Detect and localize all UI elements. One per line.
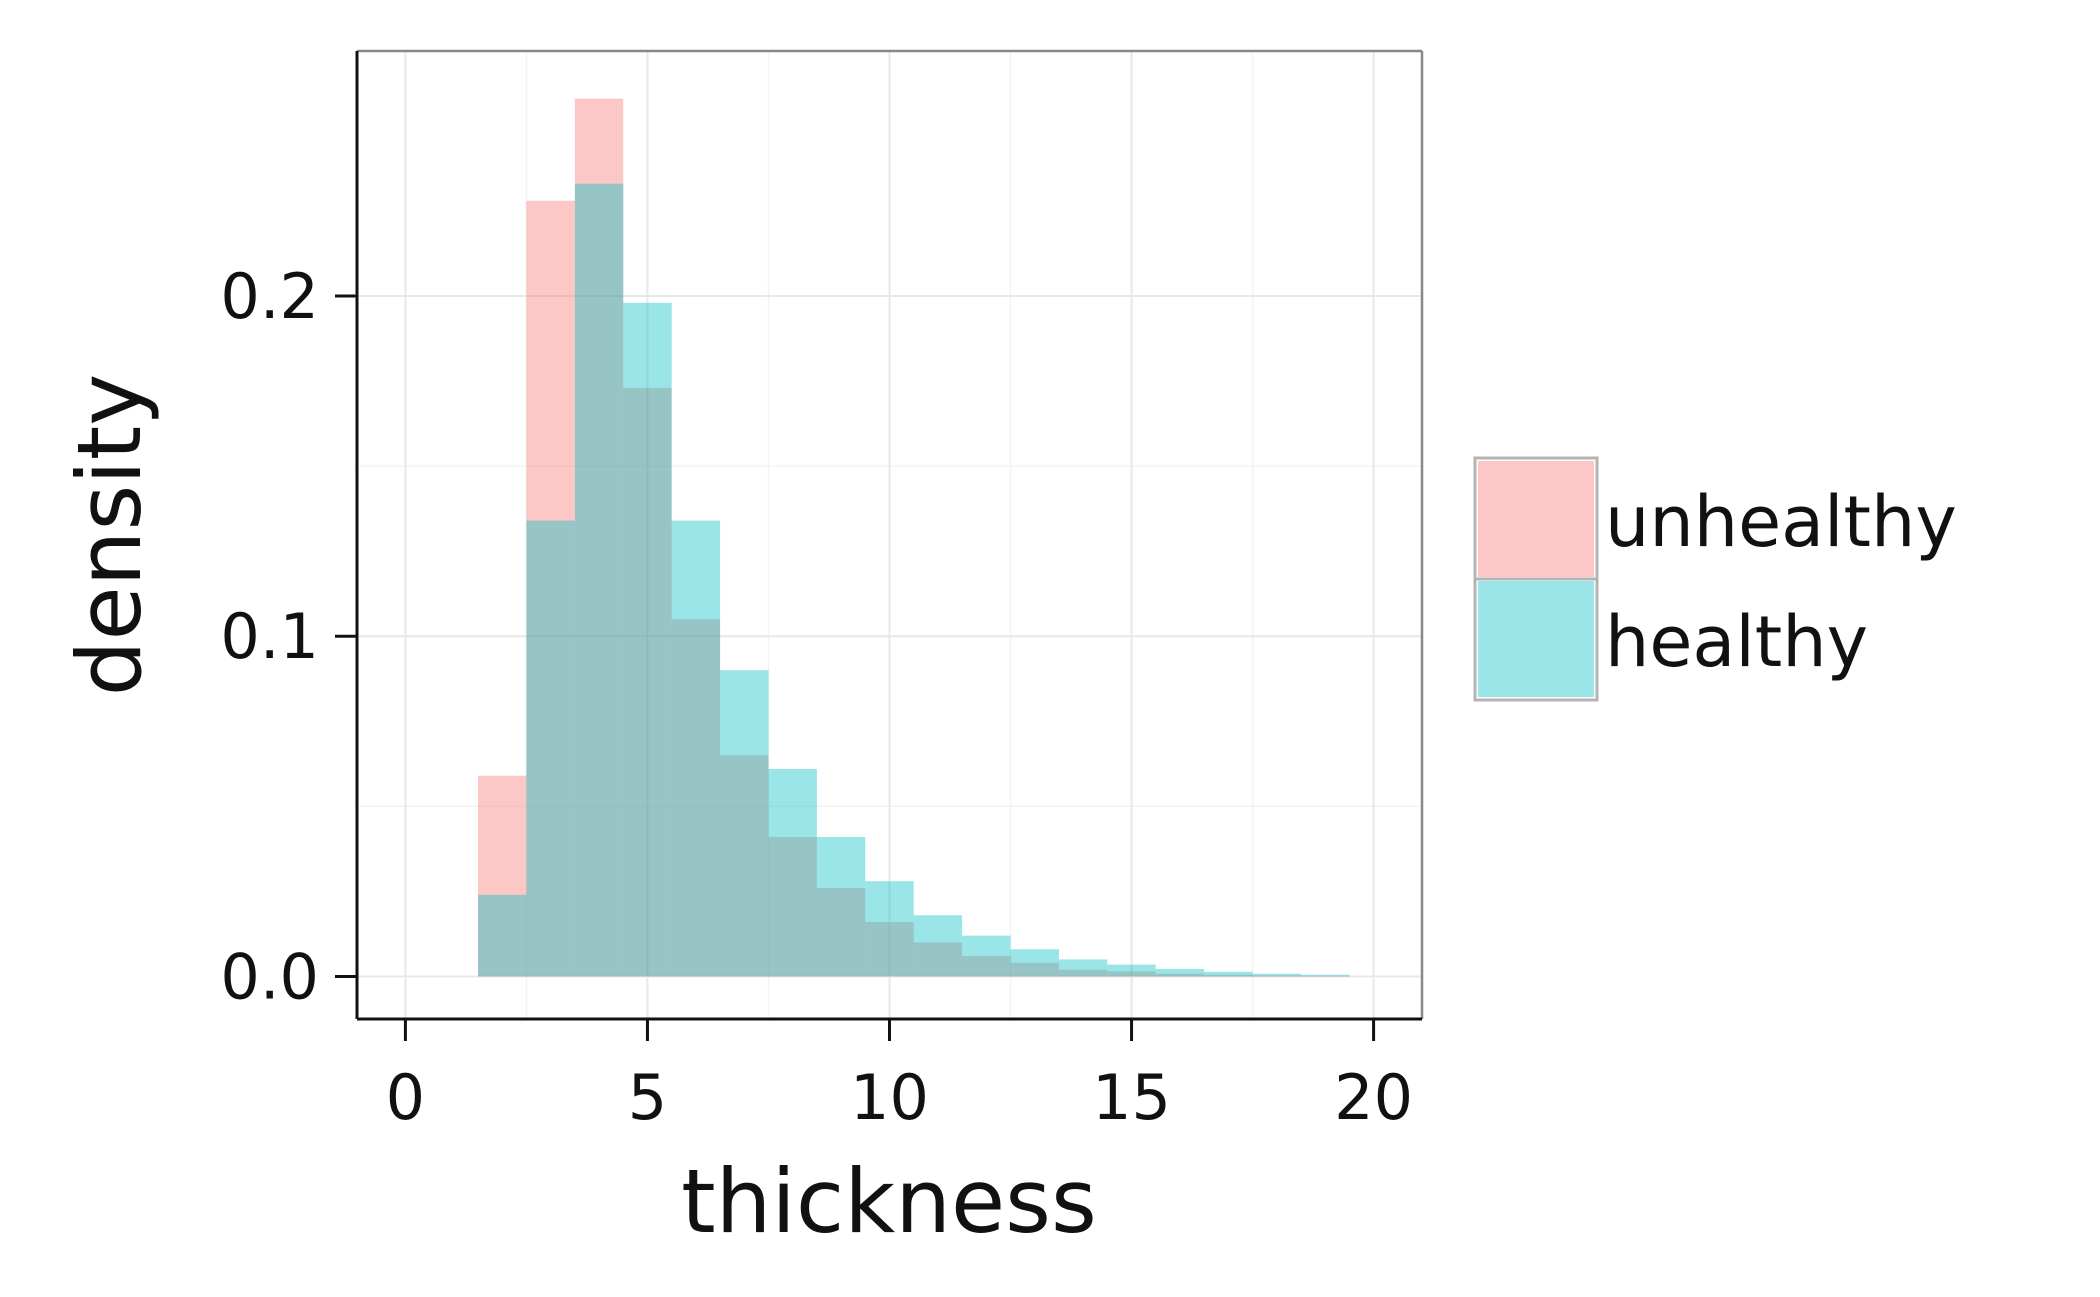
x-tick-label: 15 — [1092, 1061, 1171, 1134]
x-axis-title: thickness — [681, 1150, 1097, 1253]
bar-unhealthy — [913, 942, 963, 977]
legend-label-healthy: healthy — [1605, 601, 1868, 683]
bar-unhealthy — [720, 755, 769, 977]
ticks: 0 5 10 15 20 0.0 0.1 0.2 — [220, 260, 1413, 1134]
bar-healthy — [671, 520, 721, 977]
bar-healthy — [1058, 959, 1108, 977]
bar-unhealthy — [768, 836, 817, 977]
bar-healthy — [526, 520, 575, 977]
bar-unhealthy — [1204, 974, 1253, 977]
bar-healthy — [574, 183, 624, 977]
bar-unhealthy — [1252, 975, 1301, 977]
bar-unhealthy — [865, 922, 914, 977]
bar-healthy — [1107, 964, 1156, 977]
grid — [357, 51, 1422, 1019]
bar-healthy — [1204, 971, 1253, 977]
x-tick-label: 5 — [628, 1061, 667, 1134]
bar-unhealthy — [1155, 973, 1205, 977]
bar-unhealthy — [962, 956, 1011, 977]
legend-label-unhealthy: unhealthy — [1605, 481, 1957, 563]
bar-unhealthy — [1300, 975, 1350, 977]
bar-healthy — [962, 935, 1011, 977]
legend-key-unhealthy — [1478, 461, 1594, 577]
legend-key-healthy — [1478, 581, 1594, 697]
bar-unhealthy — [1010, 962, 1059, 977]
y-tick-label: 0.2 — [220, 260, 319, 333]
bar-unhealthy — [526, 200, 575, 977]
bar-healthy — [913, 915, 963, 977]
x-tick-label: 10 — [850, 1061, 929, 1134]
bar-healthy — [1300, 974, 1350, 977]
bar-healthy — [1155, 968, 1205, 977]
bar-unhealthy — [1058, 969, 1108, 977]
bar-unhealthy — [574, 98, 624, 977]
bar-healthy — [623, 302, 672, 977]
x-tick-label: 20 — [1334, 1061, 1413, 1134]
bars — [478, 98, 1350, 977]
y-tick-label: 0.1 — [220, 600, 319, 673]
legend: unhealthy healthy — [1473, 456, 1957, 702]
bar-healthy — [768, 768, 817, 977]
bar-unhealthy — [671, 619, 721, 977]
bar-unhealthy — [623, 387, 672, 977]
x-tick-label: 0 — [386, 1061, 425, 1134]
bar-healthy — [865, 881, 914, 977]
y-axis-title: density — [58, 374, 161, 697]
bar-healthy — [1010, 949, 1059, 977]
bar-healthy — [816, 836, 866, 977]
bar-unhealthy — [1107, 971, 1156, 977]
bar-healthy — [720, 670, 769, 977]
y-tick-label: 0.0 — [220, 940, 319, 1013]
bar-unhealthy — [816, 888, 866, 977]
bar-unhealthy — [478, 775, 527, 977]
bar-healthy — [1252, 973, 1301, 977]
bar-healthy — [478, 894, 527, 977]
